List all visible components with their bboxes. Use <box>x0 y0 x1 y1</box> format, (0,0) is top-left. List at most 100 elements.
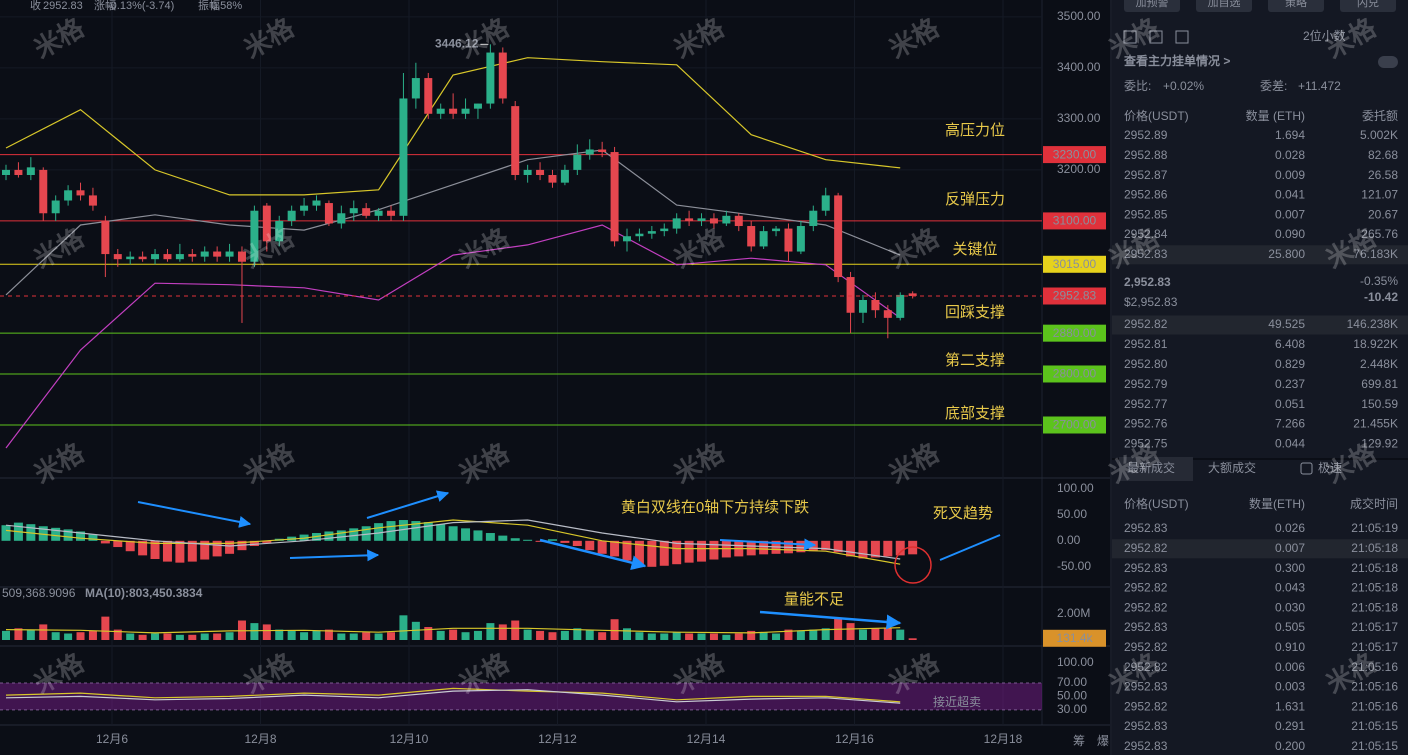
volume-bar <box>461 632 470 640</box>
volume-bar <box>436 630 445 640</box>
row-cell: 21:05:18 <box>1351 600 1398 614</box>
diff-label: 委差: <box>1260 79 1287 93</box>
candle-body <box>200 251 209 257</box>
candle-body <box>647 231 656 234</box>
column-header[interactable]: 数量(ETH) <box>1249 496 1305 511</box>
macd-bar <box>858 540 868 559</box>
level-note: 关键位 <box>952 241 997 258</box>
row-cell: 0.007 <box>1275 207 1305 221</box>
row-price: 2952.81 <box>1124 337 1168 351</box>
macd-bar <box>585 540 595 551</box>
macd-bar <box>162 540 172 562</box>
tab[interactable]: 极速 <box>1318 461 1342 475</box>
macd-line <box>5 519 901 565</box>
volume-bar <box>287 630 296 640</box>
button-label[interactable]: 策略 <box>1285 0 1307 9</box>
candle-body <box>2 169 10 175</box>
volume-bar <box>424 627 433 640</box>
candle-body <box>250 210 259 262</box>
depth-link[interactable]: 查看主力挂单情况 > <box>1123 53 1230 68</box>
x-tick-label: 12月14 <box>687 732 726 746</box>
row-price: 2952.86 <box>1124 188 1168 202</box>
macd-bar <box>821 540 831 551</box>
volume-bar <box>387 632 396 640</box>
macd-bar <box>883 540 893 557</box>
axis-tool[interactable]: 筹 <box>1073 734 1085 748</box>
volume-bar <box>101 616 110 640</box>
tab-active[interactable] <box>1119 457 1193 481</box>
candle-body <box>312 200 321 206</box>
row-cell: 0.090 <box>1275 227 1305 241</box>
volume-bar <box>672 632 681 640</box>
annotations <box>137 56 1398 630</box>
candle-body <box>871 300 880 311</box>
volume-bar <box>88 630 97 640</box>
volume-bar <box>697 633 706 640</box>
candle-body <box>747 226 756 247</box>
candle-body <box>834 195 843 278</box>
row-cell: 0.829 <box>1275 357 1305 371</box>
row-cell: 21:05:16 <box>1351 680 1398 694</box>
candle-body <box>300 205 309 211</box>
macd-bar <box>88 534 98 541</box>
candle-body <box>623 236 631 242</box>
button-label[interactable]: 加自选 <box>1208 0 1241 9</box>
precision-select[interactable]: 2位小数 <box>1303 28 1346 43</box>
candle-body <box>237 251 246 262</box>
candle-body <box>573 154 582 170</box>
arrow <box>539 538 647 571</box>
macd-bar <box>175 540 185 563</box>
column-header: 价格(USDT) <box>1124 496 1189 511</box>
view-icon[interactable] <box>1123 30 1137 44</box>
macd-bar <box>374 523 384 541</box>
column-header[interactable]: 数量 (ETH) <box>1246 108 1305 123</box>
candle-body <box>64 190 73 201</box>
macd-bar <box>125 540 135 552</box>
y-tick-label: 50.00 <box>1057 689 1087 703</box>
button[interactable] <box>1124 0 1180 12</box>
volume-bar <box>113 629 122 640</box>
volume-bar <box>747 630 756 640</box>
macd-bar <box>510 538 520 541</box>
macd-bar <box>212 540 222 557</box>
candle-body <box>163 254 172 260</box>
checkbox[interactable] <box>1300 462 1313 475</box>
button-label[interactable]: 加预警 <box>1136 0 1169 9</box>
row-cell: 21:05:17 <box>1351 640 1398 654</box>
candle-body <box>672 218 681 229</box>
row-cell: 129.92 <box>1361 437 1398 451</box>
row-cell: 0.043 <box>1275 581 1305 595</box>
button[interactable] <box>1340 0 1396 12</box>
view-icon[interactable] <box>1175 30 1189 44</box>
macd-note: 死叉趋势 <box>933 505 993 522</box>
row-price: 2952.82 <box>1124 600 1168 614</box>
row-highlight <box>1112 245 1408 265</box>
arrow <box>719 538 817 551</box>
row-cell: 21:05:16 <box>1351 660 1398 674</box>
row-cell: 0.006 <box>1275 660 1305 674</box>
stat-value: 2952.83 <box>43 0 83 12</box>
candle-body <box>585 149 594 155</box>
axis-tool[interactable]: 爆 <box>1097 734 1109 748</box>
button[interactable] <box>1196 0 1252 12</box>
macd-bar <box>697 540 707 562</box>
view-icon[interactable] <box>1149 30 1163 44</box>
volume-bar <box>585 629 594 640</box>
volume-bar <box>349 633 358 640</box>
macd-bar <box>1 525 11 541</box>
button[interactable] <box>1268 0 1324 12</box>
volume-bar <box>275 629 284 640</box>
candle-body <box>809 210 818 227</box>
tab[interactable]: 大额成交 <box>1208 460 1256 475</box>
volume-bar <box>660 633 669 640</box>
candle-body <box>548 175 557 183</box>
button-label[interactable]: 闪兑 <box>1357 0 1379 9</box>
tab[interactable]: 最新成交 <box>1127 460 1175 475</box>
volume-tag <box>1043 629 1106 647</box>
candle-body <box>598 149 607 153</box>
y-tick-label: 2.00M <box>1057 606 1090 620</box>
volume-bar <box>610 619 619 640</box>
candle-body <box>349 208 358 214</box>
level-label: 3100.00 <box>1053 214 1097 228</box>
